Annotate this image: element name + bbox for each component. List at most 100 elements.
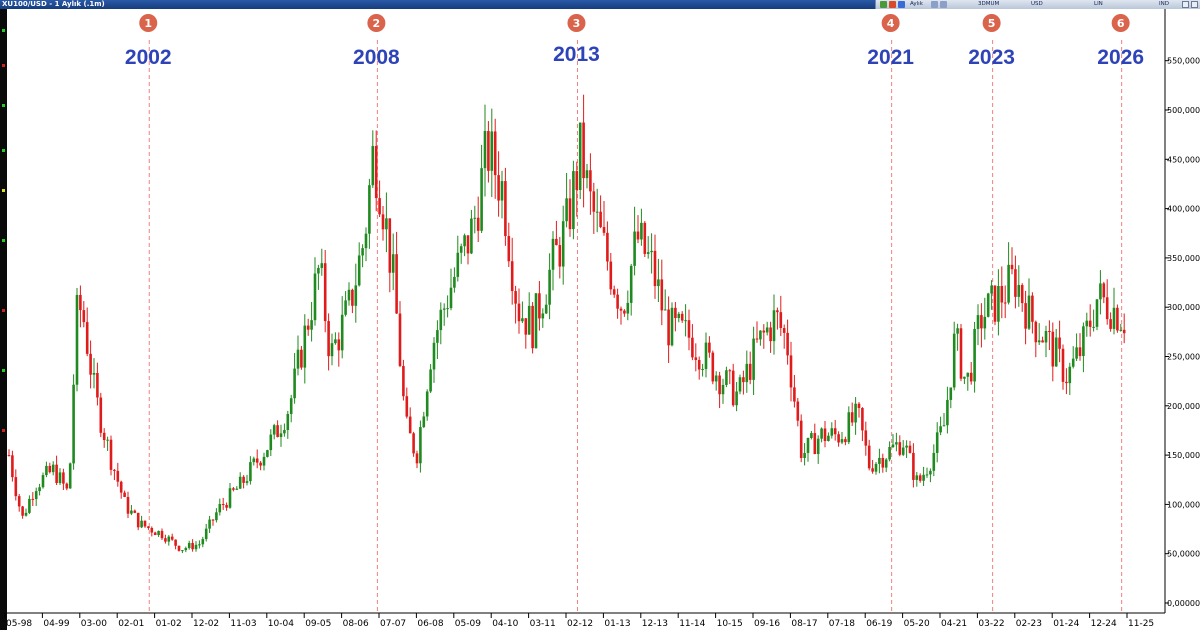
event-number: 3 <box>573 17 581 30</box>
candle-body <box>646 252 650 254</box>
candle-body <box>371 146 375 186</box>
candle-body <box>48 465 52 473</box>
candle-body <box>942 425 946 427</box>
candle-body <box>1122 329 1126 334</box>
settings-icon[interactable] <box>940 1 947 8</box>
candle-body <box>126 496 130 514</box>
candle-body <box>881 457 885 468</box>
candle-body <box>585 170 589 179</box>
candle-body <box>412 433 415 454</box>
candle-body <box>147 526 150 528</box>
candle-body <box>419 427 422 464</box>
candle-body <box>72 384 75 464</box>
indicator-icon[interactable] <box>889 1 896 8</box>
chart-type-icon[interactable] <box>880 1 887 8</box>
candle-body <box>153 532 157 536</box>
candle-body <box>721 384 725 395</box>
status-dot-icon <box>2 64 5 67</box>
candle-body <box>850 412 854 423</box>
y-tick-label: 450,00000 <box>1167 155 1200 164</box>
candle-body <box>793 387 796 402</box>
candle-body <box>58 472 62 484</box>
candle-body <box>1075 347 1078 359</box>
candle-body <box>402 366 405 397</box>
candle-body <box>204 528 208 540</box>
drawing-icon[interactable] <box>898 1 905 8</box>
candle-body <box>106 439 109 441</box>
candle-body <box>1003 302 1007 304</box>
y-tick-label: 200,00000 <box>1167 402 1200 411</box>
event-marker-icon[interactable] <box>982 14 1001 32</box>
window-titlebar: XU100/USD - 1 Aylık (.1m) <box>0 0 1200 9</box>
event-year-label: 2008 <box>353 46 400 69</box>
candle-body <box>534 293 538 349</box>
candle-body <box>1014 269 1017 297</box>
candle-body <box>742 377 745 383</box>
candle-body <box>816 438 820 455</box>
candle-body <box>572 171 575 230</box>
candle-body <box>633 231 636 266</box>
toolbar-item-period[interactable]: Aylık <box>910 1 923 7</box>
toolbar-item-scale[interactable]: LIN <box>1094 1 1103 7</box>
event-marker-icon[interactable] <box>567 14 586 32</box>
candle-body <box>878 457 881 464</box>
candle-body <box>929 470 932 475</box>
x-tick-label: 12-24 <box>1091 619 1117 629</box>
candle-body <box>857 403 861 408</box>
x-tick-label: 10-04 <box>268 619 294 629</box>
candle-body <box>718 375 721 395</box>
candle-body <box>840 439 844 443</box>
candle-body <box>837 434 840 443</box>
toolbar-item-currency[interactable]: USD <box>1031 1 1043 7</box>
x-tick-label: 02-01 <box>118 619 144 629</box>
event-marker-icon[interactable] <box>1111 14 1130 32</box>
candle-body <box>473 217 477 219</box>
candle-body <box>140 520 143 528</box>
candle-body <box>470 218 473 254</box>
restore-button[interactable] <box>1182 1 1189 8</box>
candle-body <box>368 185 371 234</box>
event-marker-icon[interactable] <box>139 14 158 32</box>
candle-body <box>973 328 976 382</box>
candle-body <box>918 475 922 481</box>
event-marker-icon[interactable] <box>367 14 386 32</box>
candle-body <box>561 221 565 267</box>
candle-body <box>68 463 72 489</box>
candle-body <box>599 211 602 228</box>
event-year-label: 2023 <box>968 46 1015 69</box>
x-tick-label: 12-02 <box>193 619 219 629</box>
candle-body <box>810 433 813 438</box>
candle-body <box>293 368 296 399</box>
candle-body <box>38 487 41 492</box>
candle-body <box>177 545 181 551</box>
event-marker-icon[interactable] <box>881 14 900 32</box>
x-tick-label: 08-17 <box>791 619 817 629</box>
candle-body <box>405 396 409 417</box>
candle-body <box>752 338 755 380</box>
y-tick-label: 400,00000 <box>1167 205 1200 214</box>
candle-body <box>245 481 249 483</box>
x-tick-label: 08-06 <box>343 619 369 629</box>
candle-body <box>466 235 470 254</box>
x-tick-label: 04-10 <box>492 619 518 629</box>
candle-body <box>167 536 171 542</box>
zoom-icon[interactable] <box>931 1 938 8</box>
event-year-label: 2013 <box>553 43 600 66</box>
candle-body <box>1105 297 1109 320</box>
candle-body <box>102 432 106 441</box>
candle-body <box>143 520 147 527</box>
toolbar-item-index[interactable]: IND <box>1159 1 1169 7</box>
candle-body <box>1088 320 1092 327</box>
candle-body <box>922 474 925 481</box>
candle-body <box>541 313 545 319</box>
candle-body <box>133 510 137 513</box>
candle-body <box>915 475 919 480</box>
candle-body <box>609 261 613 290</box>
x-tick-label: 10-15 <box>717 619 743 629</box>
toolbar-item-mode[interactable]: 3DMUM <box>978 1 1000 7</box>
candle-body <box>1065 381 1068 384</box>
close-button[interactable] <box>1191 1 1198 8</box>
candle-body <box>487 131 490 171</box>
candle-body <box>432 342 436 370</box>
